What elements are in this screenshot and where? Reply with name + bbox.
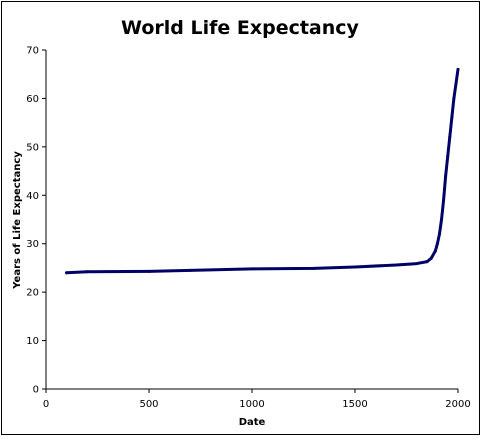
chart-title: World Life Expectancy xyxy=(121,17,359,39)
data-point xyxy=(394,263,398,267)
data-point xyxy=(188,268,192,272)
data-point xyxy=(444,174,448,178)
x-axis-title: Date xyxy=(239,417,266,428)
y-tick-label: 60 xyxy=(26,94,39,105)
data-point xyxy=(452,96,456,100)
data-point xyxy=(65,271,69,275)
data-point xyxy=(448,135,452,139)
series-line xyxy=(65,67,460,275)
y-tick-label: 10 xyxy=(26,336,39,347)
data-point xyxy=(312,266,316,270)
data-point xyxy=(425,260,429,264)
y-tick-label: 20 xyxy=(26,288,39,299)
x-tick-label: 1500 xyxy=(342,399,367,410)
data-point xyxy=(450,116,454,120)
data-point xyxy=(433,249,437,253)
data-point xyxy=(440,218,444,221)
data-point xyxy=(437,232,441,236)
x-tick-label: 1000 xyxy=(239,399,264,410)
data-point xyxy=(446,155,450,159)
x-tick-label: 0 xyxy=(43,399,49,410)
data-point xyxy=(456,67,460,71)
data-point xyxy=(353,265,357,269)
data-point xyxy=(85,270,89,274)
y-tick-label: 40 xyxy=(26,191,39,202)
plot-area: 0 10 20 30 40 50 60 70 0 500 1000 1500 2000 xyxy=(26,46,470,411)
x-tick-label: 500 xyxy=(139,399,158,410)
data-point xyxy=(250,267,254,271)
y-tick-label: 0 xyxy=(33,385,39,396)
data-point xyxy=(454,82,458,86)
data-point xyxy=(415,262,419,266)
data-point xyxy=(435,242,439,246)
x-tick-label: 2000 xyxy=(445,399,470,410)
y-tick-label: 70 xyxy=(26,46,39,57)
data-point xyxy=(147,269,151,273)
y-tick-label: 30 xyxy=(26,239,39,250)
y-axis-title: Years of Life Expectancy xyxy=(12,151,23,290)
y-tick-label: 50 xyxy=(26,142,39,153)
data-point xyxy=(429,256,433,260)
data-point xyxy=(442,198,446,202)
